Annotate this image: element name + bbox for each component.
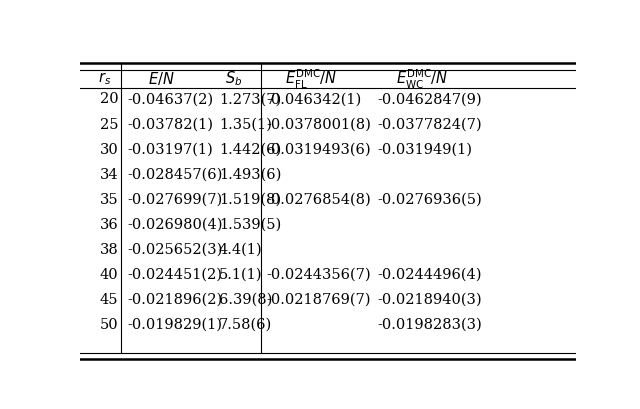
Text: $E_{\rm WC}^{\rm DMC}/N$: $E_{\rm WC}^{\rm DMC}/N$: [396, 67, 449, 91]
Text: 30: 30: [99, 143, 118, 157]
Text: 45: 45: [100, 293, 118, 307]
Text: 1.519(8): 1.519(8): [219, 193, 281, 207]
Text: $E/N$: $E/N$: [148, 70, 175, 88]
Text: -0.0244356(7): -0.0244356(7): [266, 268, 371, 282]
Text: -0.026980(4): -0.026980(4): [127, 218, 223, 231]
Text: 6.39(8): 6.39(8): [219, 293, 272, 307]
Text: -0.0218769(7): -0.0218769(7): [266, 293, 371, 307]
Text: $E_{\rm FL}^{\rm DMC}/N$: $E_{\rm FL}^{\rm DMC}/N$: [285, 67, 337, 91]
Text: 7.58(6): 7.58(6): [219, 318, 272, 332]
Text: 35: 35: [100, 193, 118, 207]
Text: -0.0462847(9): -0.0462847(9): [378, 92, 482, 106]
Text: -0.0276936(5): -0.0276936(5): [378, 193, 483, 207]
Text: -0.0377824(7): -0.0377824(7): [378, 117, 482, 132]
Text: $r_s$: $r_s$: [98, 71, 111, 88]
Text: 20: 20: [100, 92, 118, 106]
Text: 4.4(1): 4.4(1): [219, 243, 262, 257]
Text: -0.028457(6): -0.028457(6): [127, 168, 223, 182]
Text: 1.35(1): 1.35(1): [219, 117, 272, 132]
Text: -0.027699(7): -0.027699(7): [127, 193, 222, 207]
Text: 38: 38: [99, 243, 118, 257]
Text: 1.442(6): 1.442(6): [219, 143, 281, 157]
Text: 34: 34: [100, 168, 118, 182]
Text: 25: 25: [100, 117, 118, 132]
Text: 5.1(1): 5.1(1): [219, 268, 262, 282]
Text: 40: 40: [100, 268, 118, 282]
Text: -0.0276854(8): -0.0276854(8): [266, 193, 371, 207]
Text: -0.024451(2): -0.024451(2): [127, 268, 222, 282]
Text: 1.273(7): 1.273(7): [219, 92, 281, 106]
Text: -0.0244496(4): -0.0244496(4): [378, 268, 482, 282]
Text: -0.019829(1): -0.019829(1): [127, 318, 222, 332]
Text: -0.031949(1): -0.031949(1): [378, 143, 472, 157]
Text: -0.0218940(3): -0.0218940(3): [378, 293, 482, 307]
Text: -0.021896(2): -0.021896(2): [127, 293, 222, 307]
Text: -0.03197(1): -0.03197(1): [127, 143, 213, 157]
Text: -0.0378001(8): -0.0378001(8): [266, 117, 371, 132]
Text: $S_b$: $S_b$: [225, 70, 243, 88]
Text: 50: 50: [100, 318, 118, 332]
Text: -0.025652(3): -0.025652(3): [127, 243, 223, 257]
Text: -0.0319493(6): -0.0319493(6): [266, 143, 371, 157]
Text: 1.539(5): 1.539(5): [219, 218, 281, 231]
Text: 36: 36: [99, 218, 118, 231]
Text: -0.046342(1): -0.046342(1): [266, 92, 361, 106]
Text: 1.493(6): 1.493(6): [219, 168, 281, 182]
Text: -0.04637(2): -0.04637(2): [127, 92, 213, 106]
Text: -0.03782(1): -0.03782(1): [127, 117, 213, 132]
Text: -0.0198283(3): -0.0198283(3): [378, 318, 483, 332]
